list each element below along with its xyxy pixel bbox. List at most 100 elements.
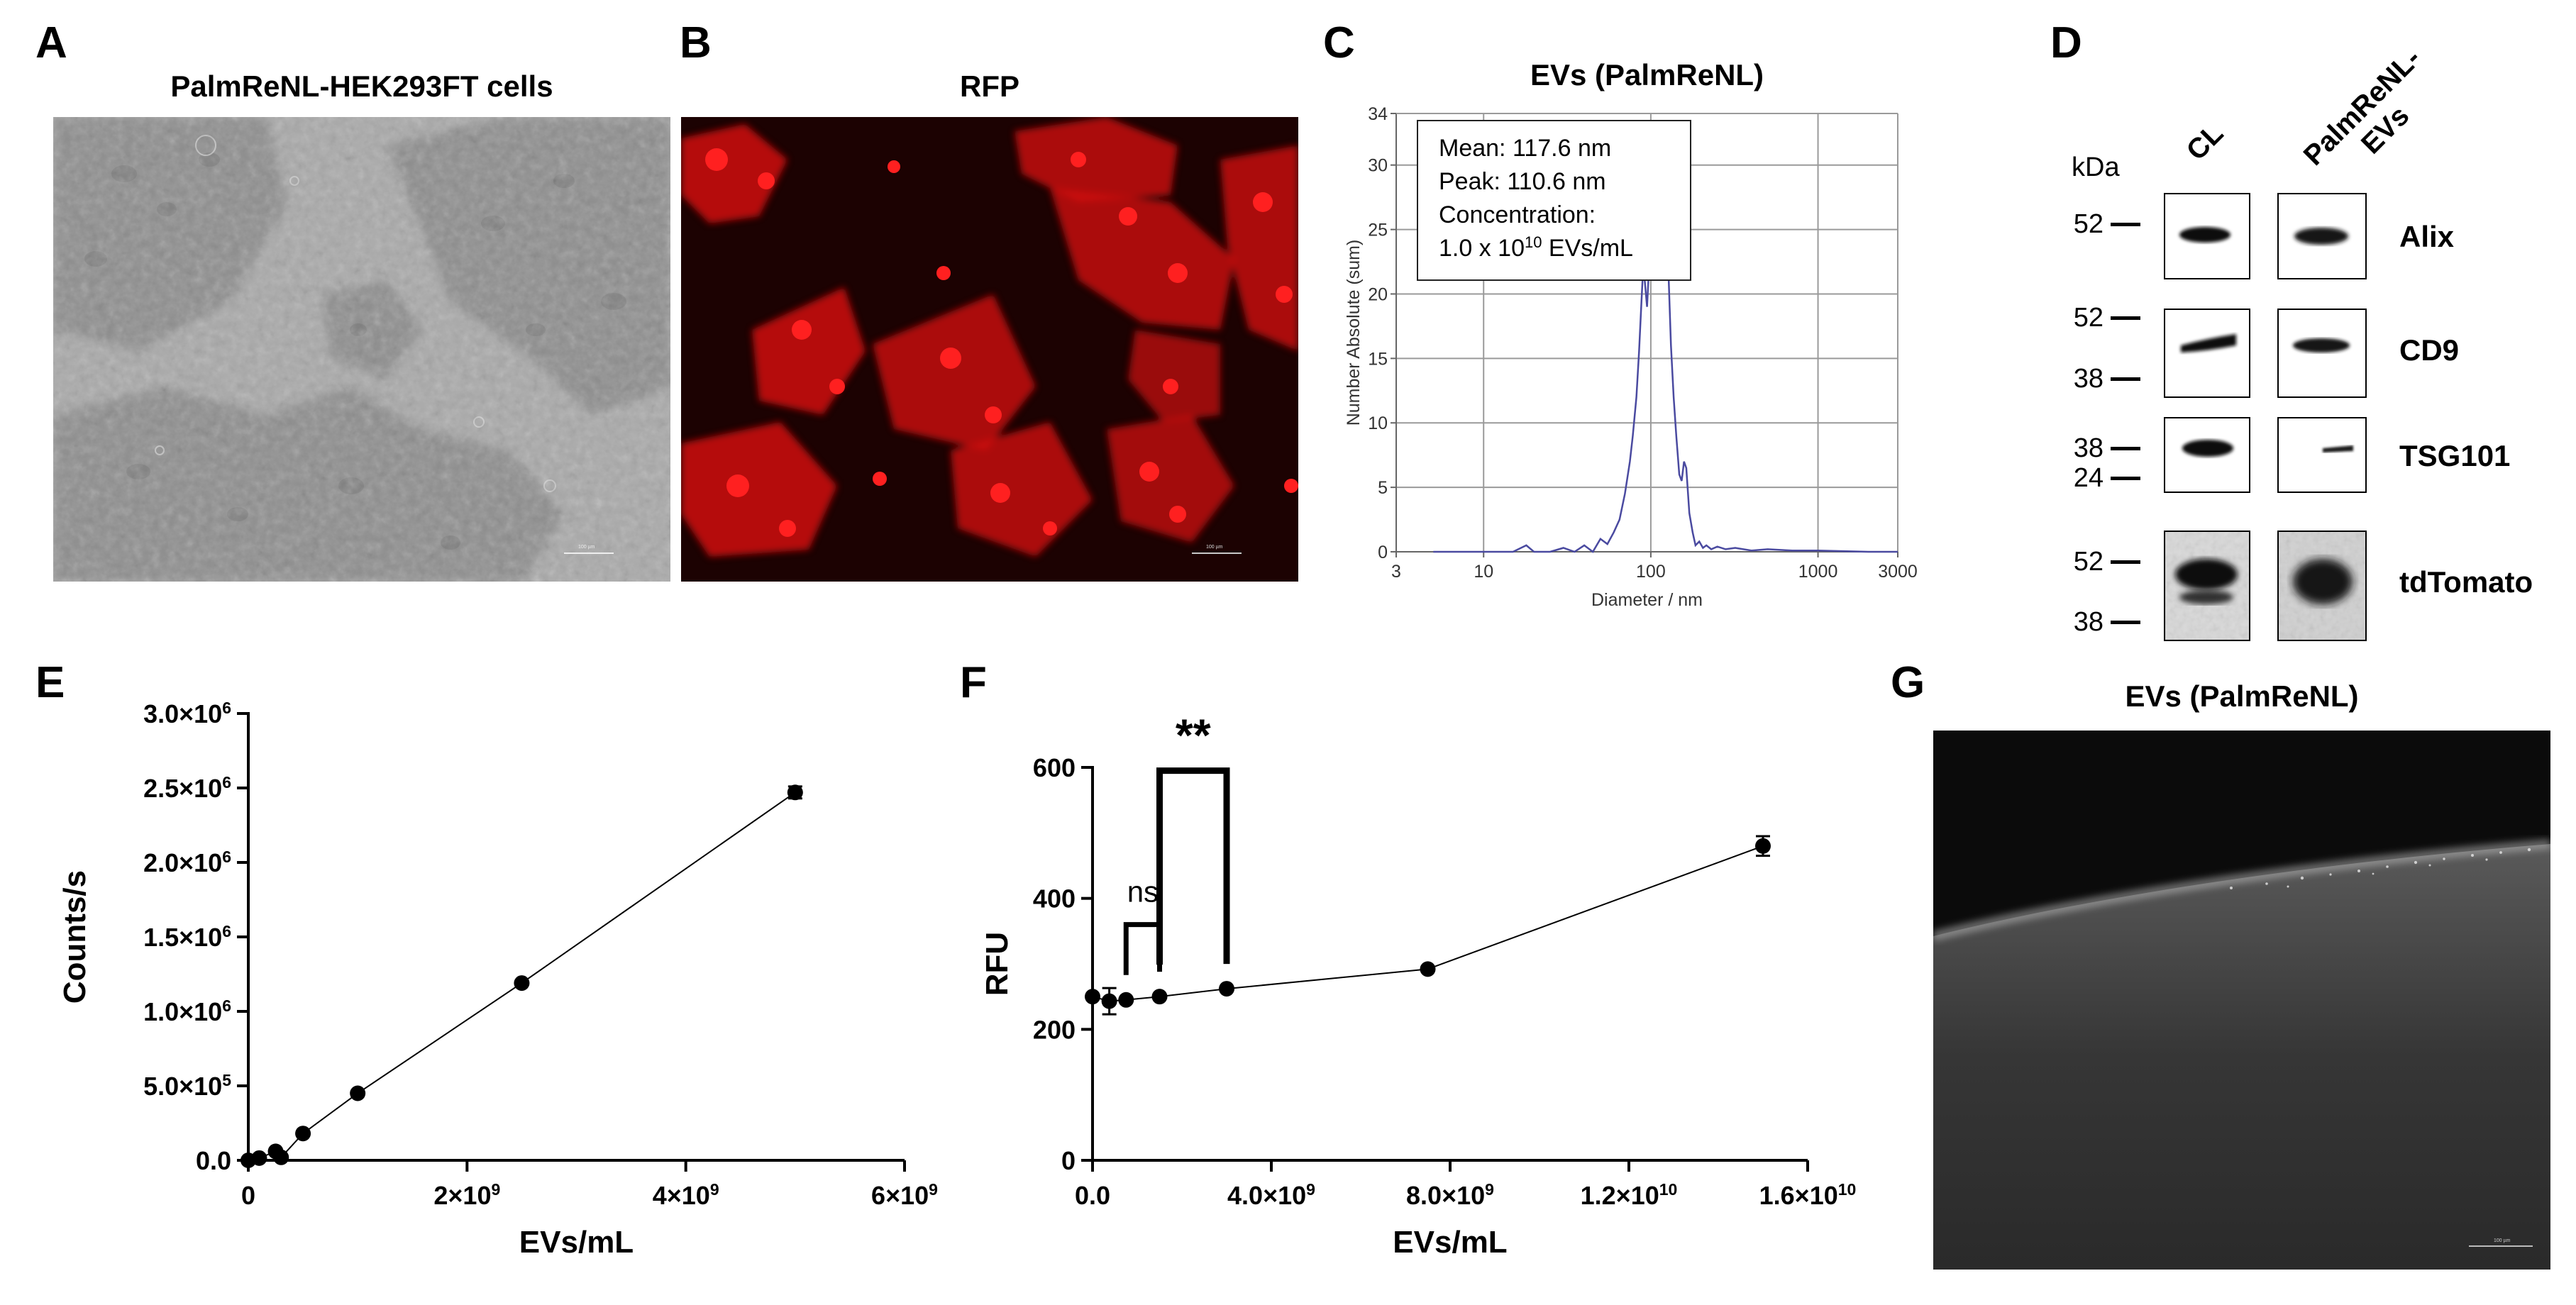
- x-tick-label: 4×109: [653, 1180, 719, 1210]
- scale-bar-label: 100 µm: [2494, 1238, 2511, 1243]
- significance-bracket: [1156, 767, 1230, 965]
- significance-label: ns: [1127, 875, 1159, 909]
- blot-alix-evs: [2277, 193, 2367, 279]
- blot-tsg101-cl: [2164, 417, 2250, 493]
- nta-size-distribution-chart: EVs (PalmReNL) 0 5 10 15 20 25 30 34 3 10 100 1000 30…: [1344, 58, 1918, 610]
- panel-g-title: EVs (PalmReNL): [2125, 679, 2359, 713]
- y-axis-label: Number Absolute (sum): [1344, 240, 1364, 426]
- y-tick-label: 0: [1061, 1146, 1076, 1175]
- rfp-micrograph: 100 µm: [681, 117, 1298, 582]
- stats-annotation-line: Mean: 117.6 nm: [1439, 135, 1611, 162]
- y-tick-label: 400: [1033, 884, 1076, 914]
- x-tick-label: 3000: [1878, 562, 1918, 582]
- panel-a-title: PalmReNL-HEK293FT cells: [170, 70, 553, 103]
- mw-tick: [2111, 477, 2140, 480]
- y-tick-label: 600: [1033, 753, 1076, 782]
- y-tick-label: 0.0: [196, 1146, 231, 1175]
- y-tick-label: 2.5×106: [143, 773, 231, 803]
- blot-tdtomato-cl: [2164, 531, 2250, 641]
- kda-label: kDa: [2072, 152, 2120, 182]
- y-tick-label: 5.0×105: [143, 1071, 231, 1101]
- blot-cd9-cl: [2164, 309, 2250, 398]
- lane-label-cl: CL: [2180, 117, 2230, 167]
- x-tick-label: 1.2×1010: [1581, 1180, 1678, 1210]
- data-point: [295, 1126, 311, 1142]
- y-tick-label: 1.0×106: [143, 996, 231, 1026]
- x-tick-label: 4.0×109: [1227, 1180, 1315, 1210]
- rfp-cells-svg: [681, 117, 1298, 582]
- scale-bar-label: 100 µm: [1206, 545, 1223, 550]
- blot-tsg101-evs: [2277, 417, 2367, 493]
- y-tick-label: 0: [1378, 543, 1388, 562]
- data-point: [1420, 961, 1436, 977]
- panel-label-b: B: [680, 18, 712, 67]
- y-tick-label: 15: [1368, 349, 1388, 369]
- stats-annotation-box: [1417, 120, 1691, 281]
- data-point: [1151, 989, 1168, 1005]
- y-tick-label: 5: [1378, 478, 1388, 498]
- x-tick-label: 0.0: [1075, 1181, 1110, 1210]
- y-tick-label: 2.0×106: [143, 848, 231, 877]
- x-tick-label: 10: [1474, 562, 1493, 582]
- mw-tick: [2111, 447, 2140, 450]
- mw-marker: 52: [2073, 209, 2104, 239]
- mw-marker: 52: [2073, 547, 2104, 577]
- x-tick-label: 6×109: [871, 1180, 938, 1210]
- rfu-fluorescence-chart: 0 200 400 600 0.0 4.0×109 8.0×109 1.2×1010 1.6×1…: [980, 710, 1857, 1260]
- y-tick-label: 34: [1368, 104, 1388, 124]
- ev-fluorescence-micrograph: 100 µm: [1933, 731, 2550, 1270]
- significance-label: **: [1176, 710, 1211, 761]
- lane-label-palmrenl-evs: PalmReNL- EVs: [2297, 42, 2427, 172]
- x-axis-label: EVs/mL: [1393, 1225, 1507, 1260]
- blot-cd9-evs: [2277, 309, 2367, 398]
- ev-droplet-svg: [1933, 731, 2550, 1270]
- x-tick-label: 1.6×1010: [1759, 1180, 1857, 1210]
- data-point: [1118, 992, 1134, 1008]
- significance-bracket: [1123, 922, 1162, 975]
- panel-label-f: F: [960, 658, 987, 707]
- y-axis-label: Counts/s: [57, 870, 92, 1004]
- x-axis-label: EVs/mL: [519, 1225, 634, 1260]
- y-tick-label: 200: [1033, 1015, 1076, 1044]
- brightfield-cells-svg: [53, 117, 670, 582]
- mw-marker: 52: [2073, 303, 2104, 333]
- protein-label-tsg101: TSG101: [2399, 439, 2511, 472]
- x-tick-label: 2×109: [433, 1180, 500, 1210]
- x-tick-label: 3: [1391, 562, 1401, 582]
- x-tick-label: 8.0×109: [1406, 1180, 1494, 1210]
- brightfield-micrograph: 100 µm: [53, 117, 670, 582]
- panel-b-title: RFP: [960, 70, 1019, 103]
- data-point: [1101, 993, 1117, 1009]
- y-tick-label: 30: [1368, 156, 1388, 176]
- mw-marker: 38: [2073, 364, 2104, 394]
- data-point: [1085, 989, 1100, 1005]
- mw-tick: [2111, 223, 2140, 226]
- y-tick-label: 3.0×106: [143, 699, 231, 728]
- data-point: [514, 975, 530, 992]
- panel-label-c: C: [1323, 18, 1355, 67]
- panel-label-d: D: [2050, 18, 2082, 67]
- y-tick-label: 10: [1368, 413, 1388, 433]
- mw-tick: [2111, 377, 2140, 381]
- data-point: [1755, 838, 1771, 854]
- data-point: [273, 1149, 289, 1165]
- panel-label-a: A: [35, 18, 67, 67]
- series-line: [1092, 845, 1764, 1002]
- scale-bar-label: 100 µm: [578, 545, 595, 550]
- blot-tdtomato-evs: [2277, 531, 2367, 641]
- x-tick-label: 0: [241, 1181, 255, 1210]
- mw-marker: 38: [2073, 433, 2104, 463]
- y-tick-label: 20: [1368, 284, 1388, 304]
- protein-label-cd9: CD9: [2399, 333, 2460, 367]
- panel-label-e: E: [35, 658, 65, 707]
- protein-label-tdtomato: tdTomato: [2399, 565, 2533, 599]
- stats-annotation-line: Peak: 110.6 nm: [1439, 168, 1606, 195]
- y-tick-label: 25: [1368, 221, 1388, 240]
- panel-label-g: G: [1891, 658, 1925, 707]
- x-axis-label: Diameter / nm: [1591, 590, 1703, 610]
- mw-marker: 24: [2073, 463, 2104, 493]
- data-point: [251, 1150, 267, 1166]
- x-tick-label: 1000: [1798, 562, 1838, 582]
- mw-marker: 38: [2073, 607, 2104, 637]
- protein-label-alix: Alix: [2399, 220, 2455, 253]
